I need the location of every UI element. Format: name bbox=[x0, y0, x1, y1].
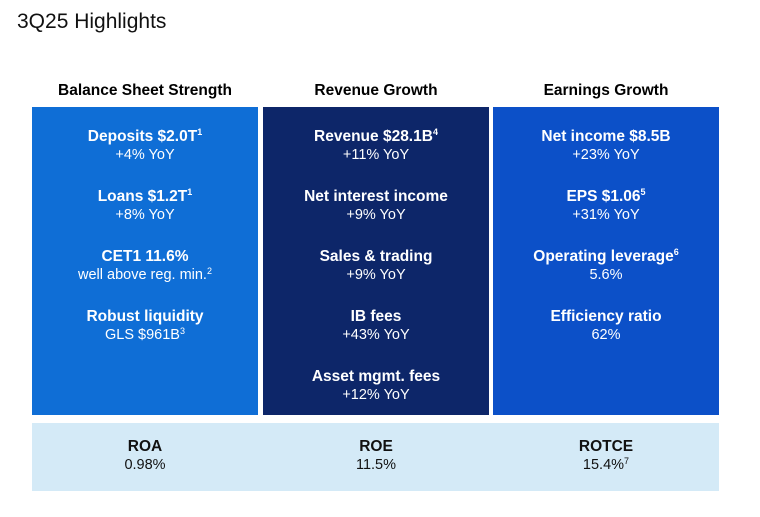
metric-sales-trading: Sales & trading +9% YoY bbox=[263, 247, 489, 285]
footer-rotce: ROTCE 15.4%7 bbox=[493, 437, 719, 475]
metric-value: +23% YoY bbox=[572, 147, 640, 163]
metric-label: Revenue $28.1B4 bbox=[314, 127, 438, 145]
metric-value: +4% YoY bbox=[115, 147, 175, 163]
footer-roa: ROA 0.98% bbox=[32, 437, 258, 475]
metric-label: Deposits $2.0T1 bbox=[87, 127, 203, 145]
footer-value: 15.4%7 bbox=[582, 456, 630, 473]
metric-label: Sales & trading bbox=[319, 248, 433, 265]
footer-label: ROA bbox=[127, 438, 163, 455]
metric-value: +11% YoY bbox=[342, 147, 410, 163]
metric-value: +31% YoY bbox=[572, 207, 640, 223]
footer-label: ROE bbox=[359, 438, 393, 455]
metric-value: GLS $961B3 bbox=[105, 326, 185, 343]
metric-efficiency-ratio: Efficiency ratio 62% bbox=[493, 307, 719, 345]
metric-asset-mgmt-fees: Asset mgmt. fees +12% YoY bbox=[263, 367, 489, 405]
metric-label: Net interest income bbox=[304, 188, 448, 205]
metric-net-income: Net income $8.5B +23% YoY bbox=[493, 127, 719, 165]
metric-value: +8% YoY bbox=[115, 207, 175, 223]
metric-revenue: Revenue $28.1B4 +11% YoY bbox=[263, 127, 489, 165]
metric-loans: Loans $1.2T1 +8% YoY bbox=[32, 187, 258, 225]
footer-value: 0.98% bbox=[124, 457, 166, 473]
balance-sheet-panel: Deposits $2.0T1 +4% YoY Loans $1.2T1 +8%… bbox=[32, 107, 258, 415]
metric-ib-fees: IB fees +43% YoY bbox=[263, 307, 489, 345]
metric-deposits: Deposits $2.0T1 +4% YoY bbox=[32, 127, 258, 165]
footer-label: ROTCE bbox=[578, 438, 634, 455]
metric-value: +43% YoY bbox=[342, 327, 410, 343]
revenue-growth-panel: Revenue $28.1B4 +11% YoY Net interest in… bbox=[263, 107, 489, 415]
metric-eps: EPS $1.065 +31% YoY bbox=[493, 187, 719, 225]
page-title: 3Q25 Highlights bbox=[17, 10, 167, 33]
metric-label: CET1 11.6% bbox=[101, 248, 189, 265]
metric-value: well above reg. min.2 bbox=[78, 266, 212, 283]
metric-label: EPS $1.065 bbox=[566, 187, 646, 205]
metric-label: Operating leverage6 bbox=[533, 247, 679, 265]
metric-value: 5.6% bbox=[589, 267, 623, 283]
metric-label: Net income $8.5B bbox=[541, 128, 671, 145]
footer-roe: ROE 11.5% bbox=[263, 437, 489, 475]
heading-balance-sheet: Balance Sheet Strength bbox=[58, 82, 232, 99]
metric-cet1: CET1 11.6% well above reg. min.2 bbox=[32, 247, 258, 285]
heading-revenue-growth: Revenue Growth bbox=[314, 82, 438, 99]
metric-value: +12% YoY bbox=[342, 387, 410, 403]
metric-label: Robust liquidity bbox=[86, 308, 204, 325]
earnings-growth-panel: Net income $8.5B +23% YoY EPS $1.065 +31… bbox=[493, 107, 719, 415]
metric-liquidity: Robust liquidity GLS $961B3 bbox=[32, 307, 258, 345]
metric-value: +9% YoY bbox=[346, 207, 406, 223]
returns-footer-band: ROA 0.98% ROE 11.5% ROTCE 15.4%7 bbox=[32, 423, 719, 491]
metric-label: Asset mgmt. fees bbox=[311, 368, 441, 385]
footer-value: 11.5% bbox=[355, 457, 397, 473]
metric-operating-leverage: Operating leverage6 5.6% bbox=[493, 247, 719, 285]
metric-value: +9% YoY bbox=[346, 267, 406, 283]
heading-earnings-growth: Earnings Growth bbox=[543, 82, 669, 99]
metric-net-interest-income: Net interest income +9% YoY bbox=[263, 187, 489, 225]
metric-value: 62% bbox=[591, 327, 621, 343]
metric-label: Loans $1.2T1 bbox=[97, 187, 193, 205]
metric-label: IB fees bbox=[350, 308, 402, 325]
metric-label: Efficiency ratio bbox=[550, 308, 662, 325]
